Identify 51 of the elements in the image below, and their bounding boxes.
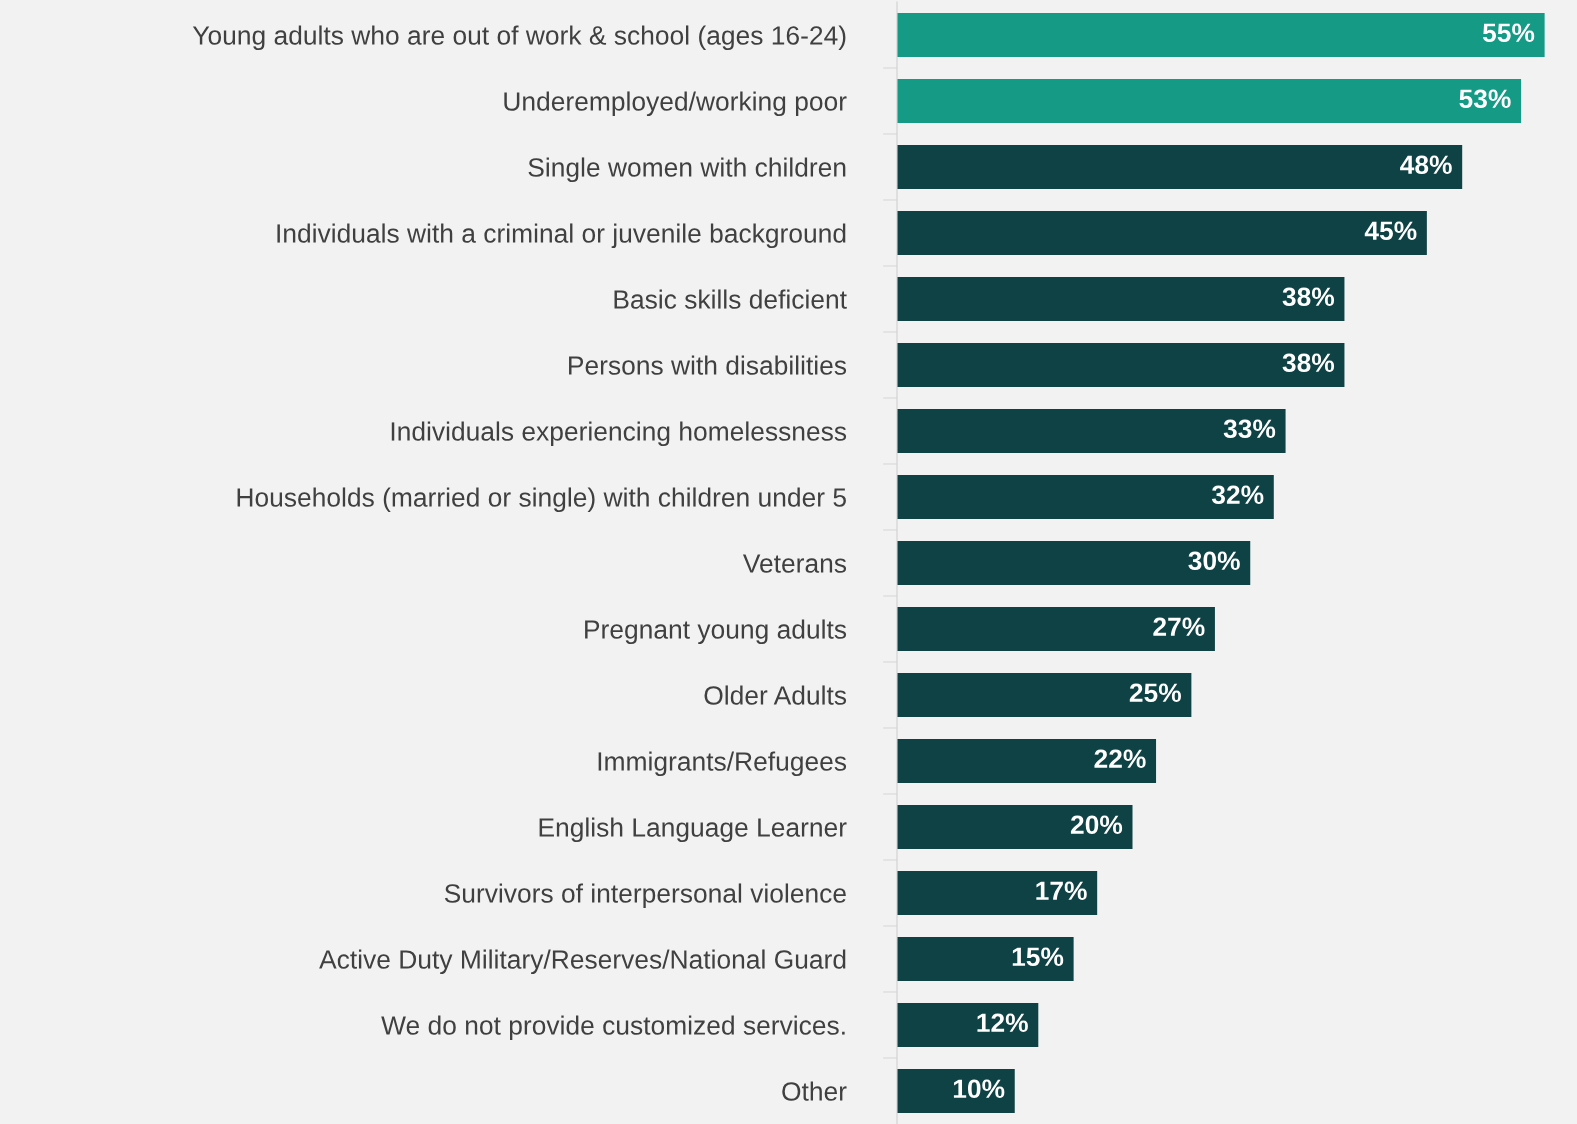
bar	[897, 342, 1345, 388]
data-label: 33%	[1223, 419, 1276, 439]
y-tick-label: Active Duty Military/Reserves/National Guard	[319, 949, 846, 975]
bar	[897, 1002, 1039, 1048]
y-tick-label: Other	[782, 1081, 847, 1101]
bar	[897, 1068, 1015, 1114]
y-tick-label: Households (married or single) with children under 5	[237, 487, 846, 513]
y-tick-label: Basic skills deficient	[614, 289, 847, 309]
bar	[897, 804, 1133, 850]
y-tick-label: Single women with children	[528, 157, 846, 183]
bar	[897, 474, 1274, 520]
bar	[897, 78, 1522, 124]
bar	[897, 12, 1545, 58]
data-label: 10%	[953, 1079, 1005, 1099]
y-tick-label: Older Adults	[704, 685, 847, 705]
data-label: 53%	[1459, 89, 1511, 109]
y-tick-label: Young adults who are out of work & school (ages 16-24)	[192, 25, 846, 51]
data-label: 12%	[977, 1013, 1028, 1033]
data-label: 45%	[1364, 221, 1417, 241]
y-tick-label: Pregnant young adults	[585, 619, 847, 645]
y-tick-label: We do not provide customized services.	[381, 1015, 845, 1041]
y-tick-label: Individuals experiencing homelessness	[391, 421, 847, 447]
data-label: 27%	[1153, 617, 1205, 637]
data-label: 25%	[1129, 683, 1181, 703]
data-label: 38%	[1282, 353, 1335, 373]
bar	[897, 276, 1345, 322]
bar	[897, 210, 1427, 256]
data-label: 48%	[1400, 155, 1452, 175]
data-label: 55%	[1482, 23, 1535, 43]
data-label: 22%	[1094, 749, 1146, 769]
bar	[897, 672, 1192, 718]
y-tick-label: Persons with disabilities	[569, 355, 847, 375]
data-label: 17%	[1036, 881, 1087, 901]
bar	[897, 738, 1157, 784]
y-tick-label: Survivors of interpersonal violence	[444, 883, 846, 909]
y-tick-label: Veterans	[742, 554, 847, 573]
bar	[897, 408, 1286, 454]
data-label: 15%	[1012, 947, 1064, 967]
y-tick-label: Individuals with a criminal or juvenile background	[277, 223, 846, 249]
data-label: 20%	[1070, 815, 1123, 835]
bar	[897, 144, 1463, 190]
data-label: 32%	[1211, 485, 1264, 505]
y-tick-label: Underemployed/working poor	[504, 91, 847, 117]
bar	[897, 606, 1215, 652]
y-tick-label: Immigrants/Refugees	[598, 751, 847, 777]
bar	[897, 870, 1098, 916]
bar	[897, 936, 1074, 982]
y-tick-label: English Language Learner	[539, 817, 847, 843]
bar	[897, 540, 1251, 586]
data-label: 30%	[1188, 551, 1240, 571]
data-label: 38%	[1282, 287, 1335, 307]
